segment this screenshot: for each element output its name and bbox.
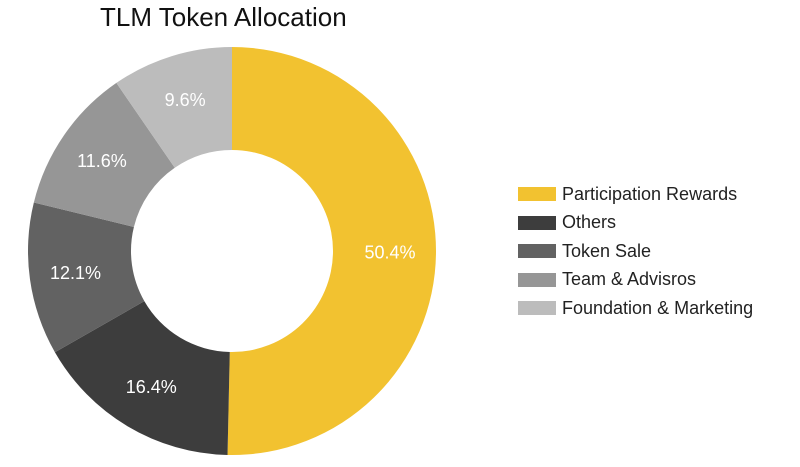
slice-team-advisros [33,82,175,227]
slice-label-token-sale: 12.1% [50,263,101,283]
legend-label: Token Sale [562,240,652,261]
legend-swatch [518,272,556,287]
chart-title: TLM Token Allocation [100,2,347,32]
slice-participation-rewards [227,47,436,455]
legend-item-participation-rewards: Participation Rewards [518,180,753,209]
legend-swatch [518,301,556,316]
legend-label: Participation Rewards [562,183,738,204]
legend-item-team-advisors: Team & Advisros [518,266,753,295]
slice-others [54,301,230,455]
slice-token-sale [28,202,145,353]
chart-legend: Participation Rewards Others Token Sale … [518,180,753,323]
legend-label: Foundation & Marketing [562,297,754,318]
slice-label-participation-rewards: 50.4% [364,243,415,263]
legend-item-foundation-marketing: Foundation & Marketing [518,294,753,323]
legend-swatch [518,215,556,230]
legend-swatch [518,187,556,202]
legend-swatch [518,244,556,259]
slice-label-team-advisros: 11.6% [77,151,127,171]
slice-label-others: 16.4% [126,377,177,397]
legend-label: Team & Advisros [562,269,697,290]
legend-item-token-sale: Token Sale [518,237,753,266]
slice-foundation-marketing [116,47,232,168]
legend-label: Others [562,212,617,233]
slice-label-foundation-marketing: 9.6% [165,90,206,110]
legend-item-others: Others [518,209,753,238]
